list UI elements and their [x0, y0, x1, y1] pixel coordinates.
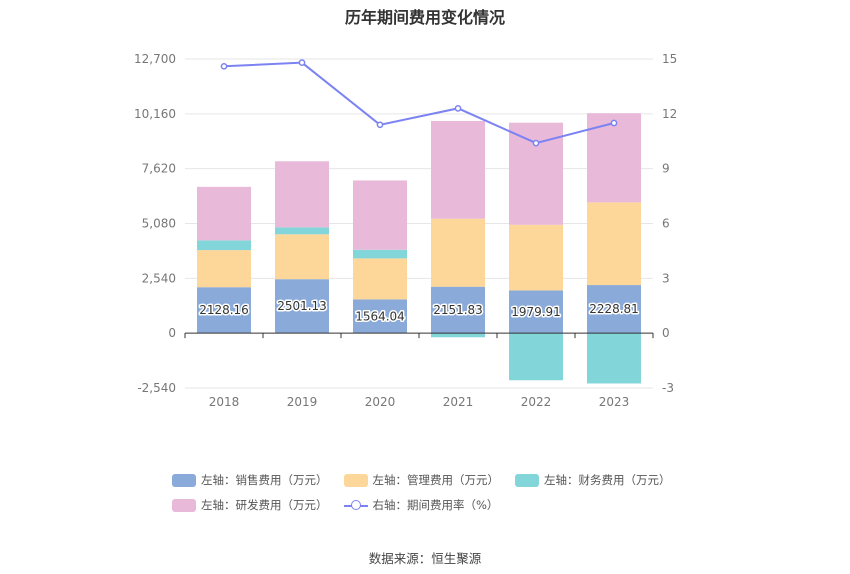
legend-swatch-rd [172, 498, 196, 512]
bar-segment [431, 218, 485, 287]
legend-item-finance[interactable]: 左轴：财务费用（万元） [515, 472, 671, 488]
legend: 左轴：销售费用（万元） 左轴：管理费用（万元） 左轴：财务费用（万元） 左轴：研… [172, 472, 692, 522]
bar-segment [275, 234, 329, 280]
legend-item-rd[interactable]: 左轴：研发费用（万元） [172, 497, 328, 513]
data-label: 2228.81 [589, 302, 639, 316]
rate-point [532, 139, 540, 147]
rate-line [223, 61, 615, 145]
y-right-tick-label: -3 [662, 381, 674, 395]
y-left-tick-label: 10,160 [134, 107, 176, 121]
legend-label-rate: 右轴：期间费用率（%） [372, 498, 499, 512]
y-left-tick-label: 5,080 [142, 217, 176, 231]
data-label: 2151.83 [433, 303, 483, 317]
rate-point [298, 59, 306, 67]
x-tick-label: 2021 [443, 395, 474, 409]
x-tick-label: 2020 [365, 395, 396, 409]
bar-segment [197, 287, 251, 334]
y-left-tick-label: 0 [168, 326, 176, 340]
y-left-tick-label: -2,540 [137, 381, 176, 395]
x-tick-label: 2018 [209, 395, 240, 409]
legend-swatch-sales [172, 473, 196, 487]
x-tick-label: 2019 [287, 395, 318, 409]
legend-line-dot [350, 500, 361, 510]
data-label: 2128.16 [199, 303, 249, 317]
bar-segment [431, 120, 485, 219]
bar-segment [587, 285, 641, 334]
bar-segment [587, 113, 641, 203]
rate-point [454, 105, 462, 112]
bar-segment [431, 333, 485, 338]
legend-swatch-admin [343, 473, 368, 487]
legend-label-admin: 左轴：管理费用（万元） [372, 473, 500, 487]
bar-segment [509, 290, 563, 334]
legend-line-marker-icon [343, 499, 368, 512]
bar-segment [197, 186, 251, 241]
legend-label-finance: 左轴：财务费用（万元） [544, 473, 671, 487]
bar-segment [275, 161, 329, 228]
bar-segment [431, 286, 485, 334]
legend-item-rate[interactable]: 右轴：期间费用率（%） [343, 497, 499, 513]
bar-segment [275, 227, 329, 235]
y-left-tick-label: 7,620 [142, 162, 176, 176]
x-tick-label: 2023 [599, 395, 630, 409]
legend-item-admin[interactable]: 左轴：管理费用（万元） [343, 472, 500, 488]
data-label: 2501.13 [277, 299, 327, 313]
chart-title: 历年期间费用变化情况 [344, 8, 505, 27]
bar-segment [197, 240, 251, 251]
legend-label-rd: 左轴：研发费用（万元） [201, 498, 328, 512]
y-right-tick-label: 9 [662, 162, 670, 176]
bar-segment [197, 250, 251, 288]
bar-segment [509, 224, 563, 291]
bar-segment [353, 249, 407, 259]
rate-point [376, 121, 384, 129]
y-left-tick-label: 2,540 [142, 271, 176, 285]
data-label: 1564.04 [355, 309, 405, 323]
data-label: 1979.91 [511, 305, 561, 319]
y-right-tick-label: 3 [662, 271, 670, 285]
bar-segment [509, 333, 563, 381]
legend-swatch-finance [515, 473, 539, 487]
y-right-tick-label: 15 [662, 52, 677, 66]
rate-point [220, 62, 228, 70]
bar-segment [353, 180, 407, 250]
bar-segment [587, 333, 641, 384]
rate-point [610, 119, 618, 127]
bar-segment [353, 258, 407, 300]
bar-segment [275, 279, 329, 334]
bar-segment [509, 122, 563, 225]
bar-segment [353, 299, 407, 334]
y-right-tick-label: 6 [662, 217, 670, 231]
bar-segment [587, 202, 641, 286]
legend-label-sales: 左轴：销售费用（万元） [201, 473, 328, 487]
y-left-tick-label: 12,700 [134, 52, 176, 66]
x-tick-label: 2022 [521, 395, 552, 409]
data-source: 数据来源：恒生聚源 [368, 551, 482, 566]
y-right-tick-label: 12 [662, 107, 677, 121]
legend-item-sales[interactable]: 左轴：销售费用（万元） [172, 472, 328, 488]
y-right-tick-label: 0 [662, 326, 670, 340]
